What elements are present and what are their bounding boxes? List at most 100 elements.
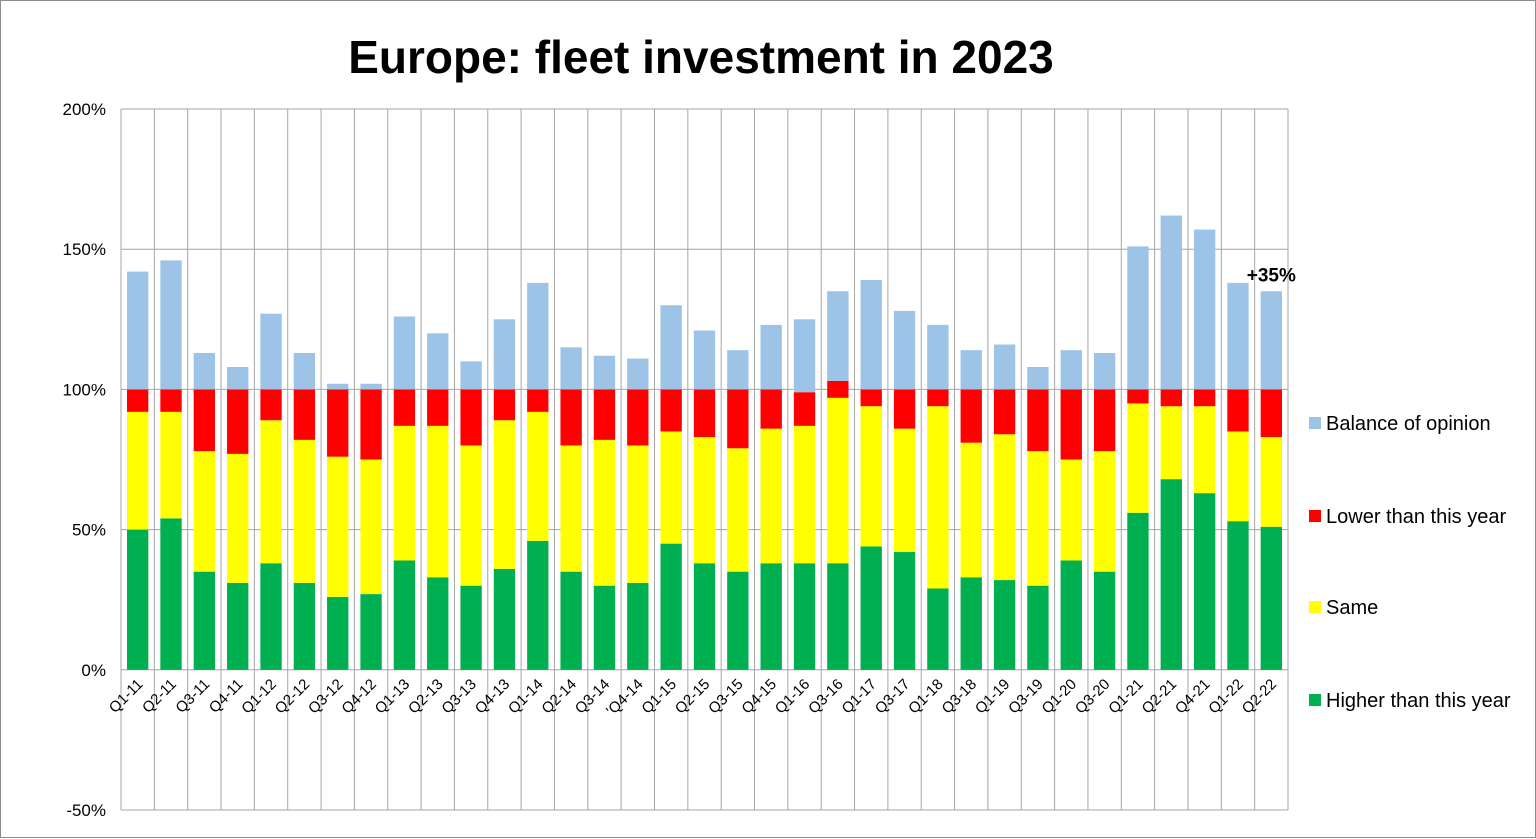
x-tick-label: Q1-21	[1105, 676, 1147, 718]
bar-balance	[627, 358, 649, 390]
bar-balance	[827, 291, 849, 381]
chart-title: Europe: fleet investment in 2023	[348, 31, 1054, 83]
bar-lower	[1093, 389, 1116, 452]
bar-same	[760, 428, 782, 564]
bar-lower	[993, 389, 1016, 435]
bar-same	[893, 428, 916, 553]
bar-balance	[660, 305, 682, 390]
x-tick-label: Q4-21	[1172, 676, 1214, 718]
bar-same	[560, 445, 582, 572]
bar-higher	[193, 571, 216, 670]
bar-same	[1260, 437, 1282, 527]
y-tick-label: 200%	[63, 100, 106, 119]
bar-higher	[560, 571, 582, 670]
x-tick-label: Q3-13	[438, 676, 480, 718]
bar-higher	[260, 563, 282, 670]
x-tick-label: Q2-12	[272, 676, 314, 718]
bar-same	[1027, 451, 1049, 586]
bar-higher	[1227, 521, 1249, 670]
bar-same	[1127, 403, 1149, 513]
bar-balance	[1260, 291, 1282, 390]
bar-higher	[1260, 526, 1282, 670]
bar-lower	[827, 380, 849, 398]
legend-label: Same	[1326, 597, 1378, 619]
x-axis: Q1-11Q2-11Q3-11Q4-11Q1-12Q2-12Q3-12Q4-12…	[106, 676, 1280, 720]
bar-same	[1160, 406, 1182, 480]
bar-balance	[127, 271, 149, 390]
bar-higher	[993, 580, 1016, 670]
x-tick-label: Q2-13	[405, 676, 447, 718]
bar-balance	[1093, 352, 1116, 390]
bar-same	[227, 453, 249, 583]
x-tick-label: Q1-22	[1205, 676, 1247, 718]
bar-lower	[693, 389, 716, 438]
bar-lower	[627, 389, 649, 446]
bar-same	[627, 445, 649, 583]
bar-lower	[1160, 389, 1182, 407]
bar-higher	[493, 568, 516, 670]
bar-higher	[360, 594, 382, 670]
bar-same	[160, 411, 182, 519]
bar-balance	[593, 355, 616, 390]
x-tick-label: Q1-17	[839, 676, 881, 718]
bar-lower	[593, 389, 616, 440]
bar-higher	[1193, 493, 1216, 670]
bar-lower	[793, 392, 816, 426]
x-tick-label: Q3-11	[172, 676, 213, 717]
y-tick-label: 50%	[72, 521, 106, 540]
bar-same	[1093, 451, 1116, 572]
bar-same	[427, 425, 449, 578]
bar-higher	[660, 543, 682, 670]
y-tick-label: 150%	[63, 240, 106, 259]
bar-higher	[460, 585, 482, 670]
bar-lower	[1127, 389, 1149, 404]
x-tick-label: Q1-18	[905, 676, 947, 718]
bar-balance	[460, 361, 482, 390]
bar-higher	[160, 518, 182, 670]
bar-higher	[593, 585, 616, 670]
x-tick-label: Q1-20	[1039, 676, 1081, 718]
legend-swatch	[1309, 417, 1321, 429]
bar-lower	[1193, 389, 1216, 407]
bar-same	[360, 459, 382, 595]
legend-label: Higher than this year	[1326, 690, 1511, 712]
bar-same	[393, 425, 416, 561]
bar-lower	[660, 389, 682, 432]
x-tick-label: Q3-20	[1072, 676, 1114, 718]
bar-balance	[1027, 366, 1049, 390]
bar-higher	[827, 563, 849, 670]
legend-label: Lower than this year	[1326, 506, 1506, 528]
x-tick-label: Q1-11	[106, 676, 147, 717]
legend-swatch	[1309, 510, 1321, 522]
x-tick-label: Q3-12	[305, 676, 347, 718]
bar-same	[1193, 406, 1216, 494]
bar-same	[727, 448, 749, 572]
bar-same	[460, 445, 482, 586]
bar-lower	[1227, 389, 1249, 432]
bar-same	[1060, 459, 1082, 561]
bar-lower	[393, 389, 416, 426]
bar-lower	[1060, 389, 1082, 460]
bar-higher	[760, 563, 782, 670]
bar-balance	[560, 347, 582, 390]
x-tick-label: Q4-11	[206, 676, 247, 717]
x-tick-label: Q1-12	[238, 676, 280, 718]
bar-lower	[727, 389, 749, 449]
x-tick-label: Q3-18	[939, 676, 981, 718]
bar-lower	[360, 389, 382, 460]
bar-same	[860, 406, 882, 547]
x-tick-label: Q2-21	[1139, 676, 1181, 718]
bar-balance	[260, 313, 282, 390]
bar-lower	[860, 389, 882, 407]
bar-lower	[893, 389, 916, 429]
bar-lower	[260, 389, 282, 421]
bar-balance	[927, 324, 949, 390]
bar-higher	[327, 596, 349, 670]
bar-balance	[1227, 282, 1249, 390]
bar-higher	[1127, 512, 1149, 670]
bar-lower	[960, 389, 982, 443]
legend-label: Balance of opinion	[1326, 413, 1491, 435]
y-tick-label: 0%	[81, 661, 106, 680]
bar-higher	[1160, 479, 1182, 670]
bar-lower	[527, 389, 549, 412]
